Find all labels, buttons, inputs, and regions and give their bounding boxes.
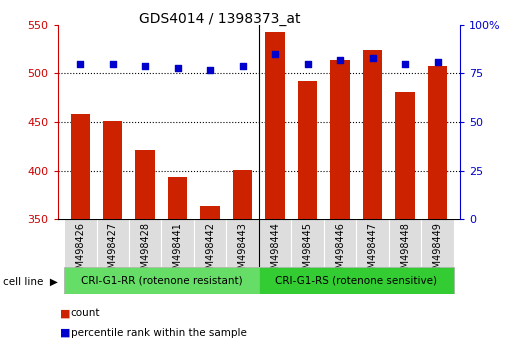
- Text: GSM498442: GSM498442: [205, 222, 215, 281]
- Text: ■: ■: [60, 328, 71, 338]
- Text: GSM498427: GSM498427: [108, 222, 118, 281]
- Point: [206, 67, 214, 72]
- Bar: [129, 219, 162, 267]
- Bar: [71, 114, 90, 219]
- Bar: [97, 219, 129, 267]
- Bar: [265, 32, 285, 219]
- Point: [336, 57, 344, 63]
- Bar: [226, 219, 259, 267]
- Text: GSM498443: GSM498443: [237, 222, 248, 281]
- Bar: [64, 219, 97, 267]
- Bar: [135, 150, 155, 219]
- Bar: [324, 219, 356, 267]
- Bar: [259, 219, 291, 267]
- Bar: [259, 267, 454, 294]
- Text: count: count: [71, 308, 100, 318]
- Point: [303, 61, 312, 67]
- Text: GSM498445: GSM498445: [303, 222, 313, 281]
- Point: [76, 61, 84, 67]
- Bar: [291, 219, 324, 267]
- Bar: [103, 121, 122, 219]
- Text: GSM498447: GSM498447: [368, 222, 378, 281]
- Point: [401, 61, 409, 67]
- Point: [174, 65, 182, 70]
- Text: GSM498448: GSM498448: [400, 222, 410, 281]
- Bar: [64, 267, 259, 294]
- Text: GSM498449: GSM498449: [433, 222, 442, 281]
- Bar: [428, 65, 447, 219]
- Bar: [194, 219, 226, 267]
- Text: cell line  ▶: cell line ▶: [3, 276, 58, 286]
- Point: [141, 63, 150, 68]
- Text: percentile rank within the sample: percentile rank within the sample: [71, 328, 246, 338]
- Point: [109, 61, 117, 67]
- Bar: [363, 50, 382, 219]
- Bar: [298, 81, 317, 219]
- Bar: [389, 219, 421, 267]
- Bar: [356, 219, 389, 267]
- Text: GSM498446: GSM498446: [335, 222, 345, 281]
- Point: [368, 55, 377, 61]
- Text: GSM498441: GSM498441: [173, 222, 183, 281]
- Point: [434, 59, 442, 64]
- Text: GSM498444: GSM498444: [270, 222, 280, 281]
- Text: GSM498428: GSM498428: [140, 222, 150, 281]
- Bar: [168, 177, 187, 219]
- Bar: [162, 219, 194, 267]
- Text: GSM498426: GSM498426: [75, 222, 85, 281]
- Text: ■: ■: [60, 308, 71, 318]
- Text: CRI-G1-RR (rotenone resistant): CRI-G1-RR (rotenone resistant): [81, 275, 242, 286]
- Bar: [200, 206, 220, 219]
- Text: GDS4014 / 1398373_at: GDS4014 / 1398373_at: [139, 12, 300, 27]
- Bar: [395, 92, 415, 219]
- Point: [271, 51, 279, 57]
- Bar: [421, 219, 454, 267]
- Point: [238, 63, 247, 68]
- Bar: [233, 170, 253, 219]
- Bar: [331, 60, 350, 219]
- Text: CRI-G1-RS (rotenone sensitive): CRI-G1-RS (rotenone sensitive): [275, 275, 437, 286]
